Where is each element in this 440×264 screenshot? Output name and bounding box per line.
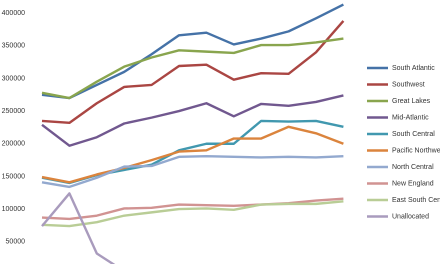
series-line (41, 200, 344, 228)
series-line (41, 20, 345, 125)
legend-label: Unallocated (392, 213, 429, 220)
y-tick-label: 50000 (6, 239, 26, 246)
y-tick-label: 350000 (2, 43, 25, 50)
series-line (41, 37, 344, 100)
y-tick-label: 300000 (2, 75, 25, 82)
legend-label: South Central (392, 131, 435, 138)
y-tick-label: 400000 (2, 10, 25, 17)
legend-label: New England (392, 180, 434, 187)
legend-label: East South Central (392, 197, 440, 204)
series-line (41, 192, 116, 264)
y-tick-label: 150000 (2, 173, 25, 180)
series-line (41, 154, 344, 189)
y-tick-label: 200000 (2, 141, 25, 148)
legend-label: Mid-Atlantic (392, 114, 429, 121)
series-line (41, 3, 344, 100)
series-line (41, 125, 344, 184)
legend-label: Southwest (392, 81, 425, 88)
legend-label: North Central (392, 164, 434, 171)
legend-label: Pacific Northwest (392, 147, 440, 154)
series-line (41, 94, 344, 147)
y-tick-label: 100000 (2, 206, 25, 213)
y-tick-label: 250000 (2, 108, 25, 115)
plot-area (41, 3, 345, 264)
legend-label: Great Lakes (392, 98, 431, 105)
legend-label: South Atlantic (392, 65, 435, 72)
